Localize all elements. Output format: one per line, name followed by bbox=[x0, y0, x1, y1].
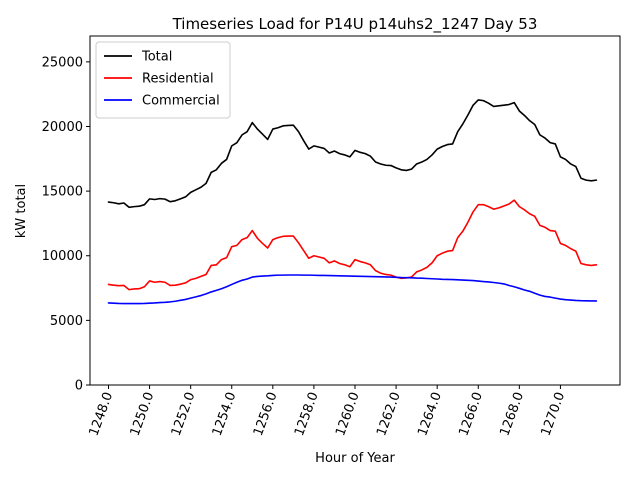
chart-title: Timeseries Load for P14U p14uhs2_1247 Da… bbox=[172, 15, 538, 34]
y-tick-label: 15000 bbox=[42, 185, 83, 200]
y-tick-label: 25000 bbox=[42, 55, 83, 70]
legend-box bbox=[95, 41, 231, 119]
series-layer bbox=[107, 99, 598, 305]
series-line-commercial bbox=[107, 274, 598, 305]
y-tick-label: 10000 bbox=[42, 249, 83, 264]
y-tick-label: 20000 bbox=[42, 120, 83, 135]
legend-label-commercial: Commercial bbox=[142, 94, 220, 109]
y-axis-label: kW total bbox=[14, 184, 29, 238]
legend-label-residential: Residential bbox=[142, 72, 214, 87]
y-axis: 0 5000 10000 15000 20000 25000 bbox=[42, 55, 90, 394]
series-line-residential bbox=[107, 199, 598, 291]
y-tick-label: 5000 bbox=[50, 314, 83, 329]
x-axis-label: Hour of Year bbox=[315, 451, 395, 466]
legend-label-total: Total bbox=[141, 50, 172, 65]
legend: Total Residential Commercial bbox=[95, 41, 231, 119]
series-line-total bbox=[107, 99, 598, 209]
y-tick-label: 0 bbox=[75, 379, 83, 394]
